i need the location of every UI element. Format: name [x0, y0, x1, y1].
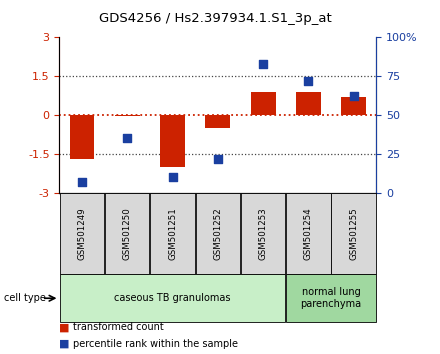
Bar: [296, 92, 321, 115]
Point: [124, 136, 131, 141]
Point: [305, 78, 312, 84]
Bar: [205, 115, 230, 128]
Text: GSM501252: GSM501252: [213, 207, 222, 260]
Bar: [251, 92, 275, 115]
Text: GSM501250: GSM501250: [123, 207, 132, 260]
Text: GSM501253: GSM501253: [259, 207, 268, 260]
Text: caseous TB granulomas: caseous TB granulomas: [114, 293, 231, 303]
Text: GSM501249: GSM501249: [77, 207, 87, 260]
Point: [214, 156, 221, 161]
Point: [260, 61, 267, 67]
Point: [78, 179, 85, 185]
Bar: [70, 115, 95, 159]
Text: transformed count: transformed count: [73, 322, 163, 332]
Text: GSM501255: GSM501255: [349, 207, 358, 260]
Text: percentile rank within the sample: percentile rank within the sample: [73, 339, 238, 349]
Text: GDS4256 / Hs2.397934.1.S1_3p_at: GDS4256 / Hs2.397934.1.S1_3p_at: [99, 12, 332, 25]
Text: GSM501254: GSM501254: [304, 207, 313, 260]
Text: ■: ■: [59, 339, 70, 349]
Bar: [341, 97, 366, 115]
Bar: [115, 115, 140, 116]
Text: cell type: cell type: [4, 293, 46, 303]
Point: [350, 93, 357, 99]
Text: normal lung
parenchyma: normal lung parenchyma: [301, 287, 362, 309]
Bar: [160, 115, 185, 167]
Point: [169, 175, 176, 180]
Text: GSM501251: GSM501251: [168, 207, 177, 260]
Text: ■: ■: [59, 322, 70, 332]
